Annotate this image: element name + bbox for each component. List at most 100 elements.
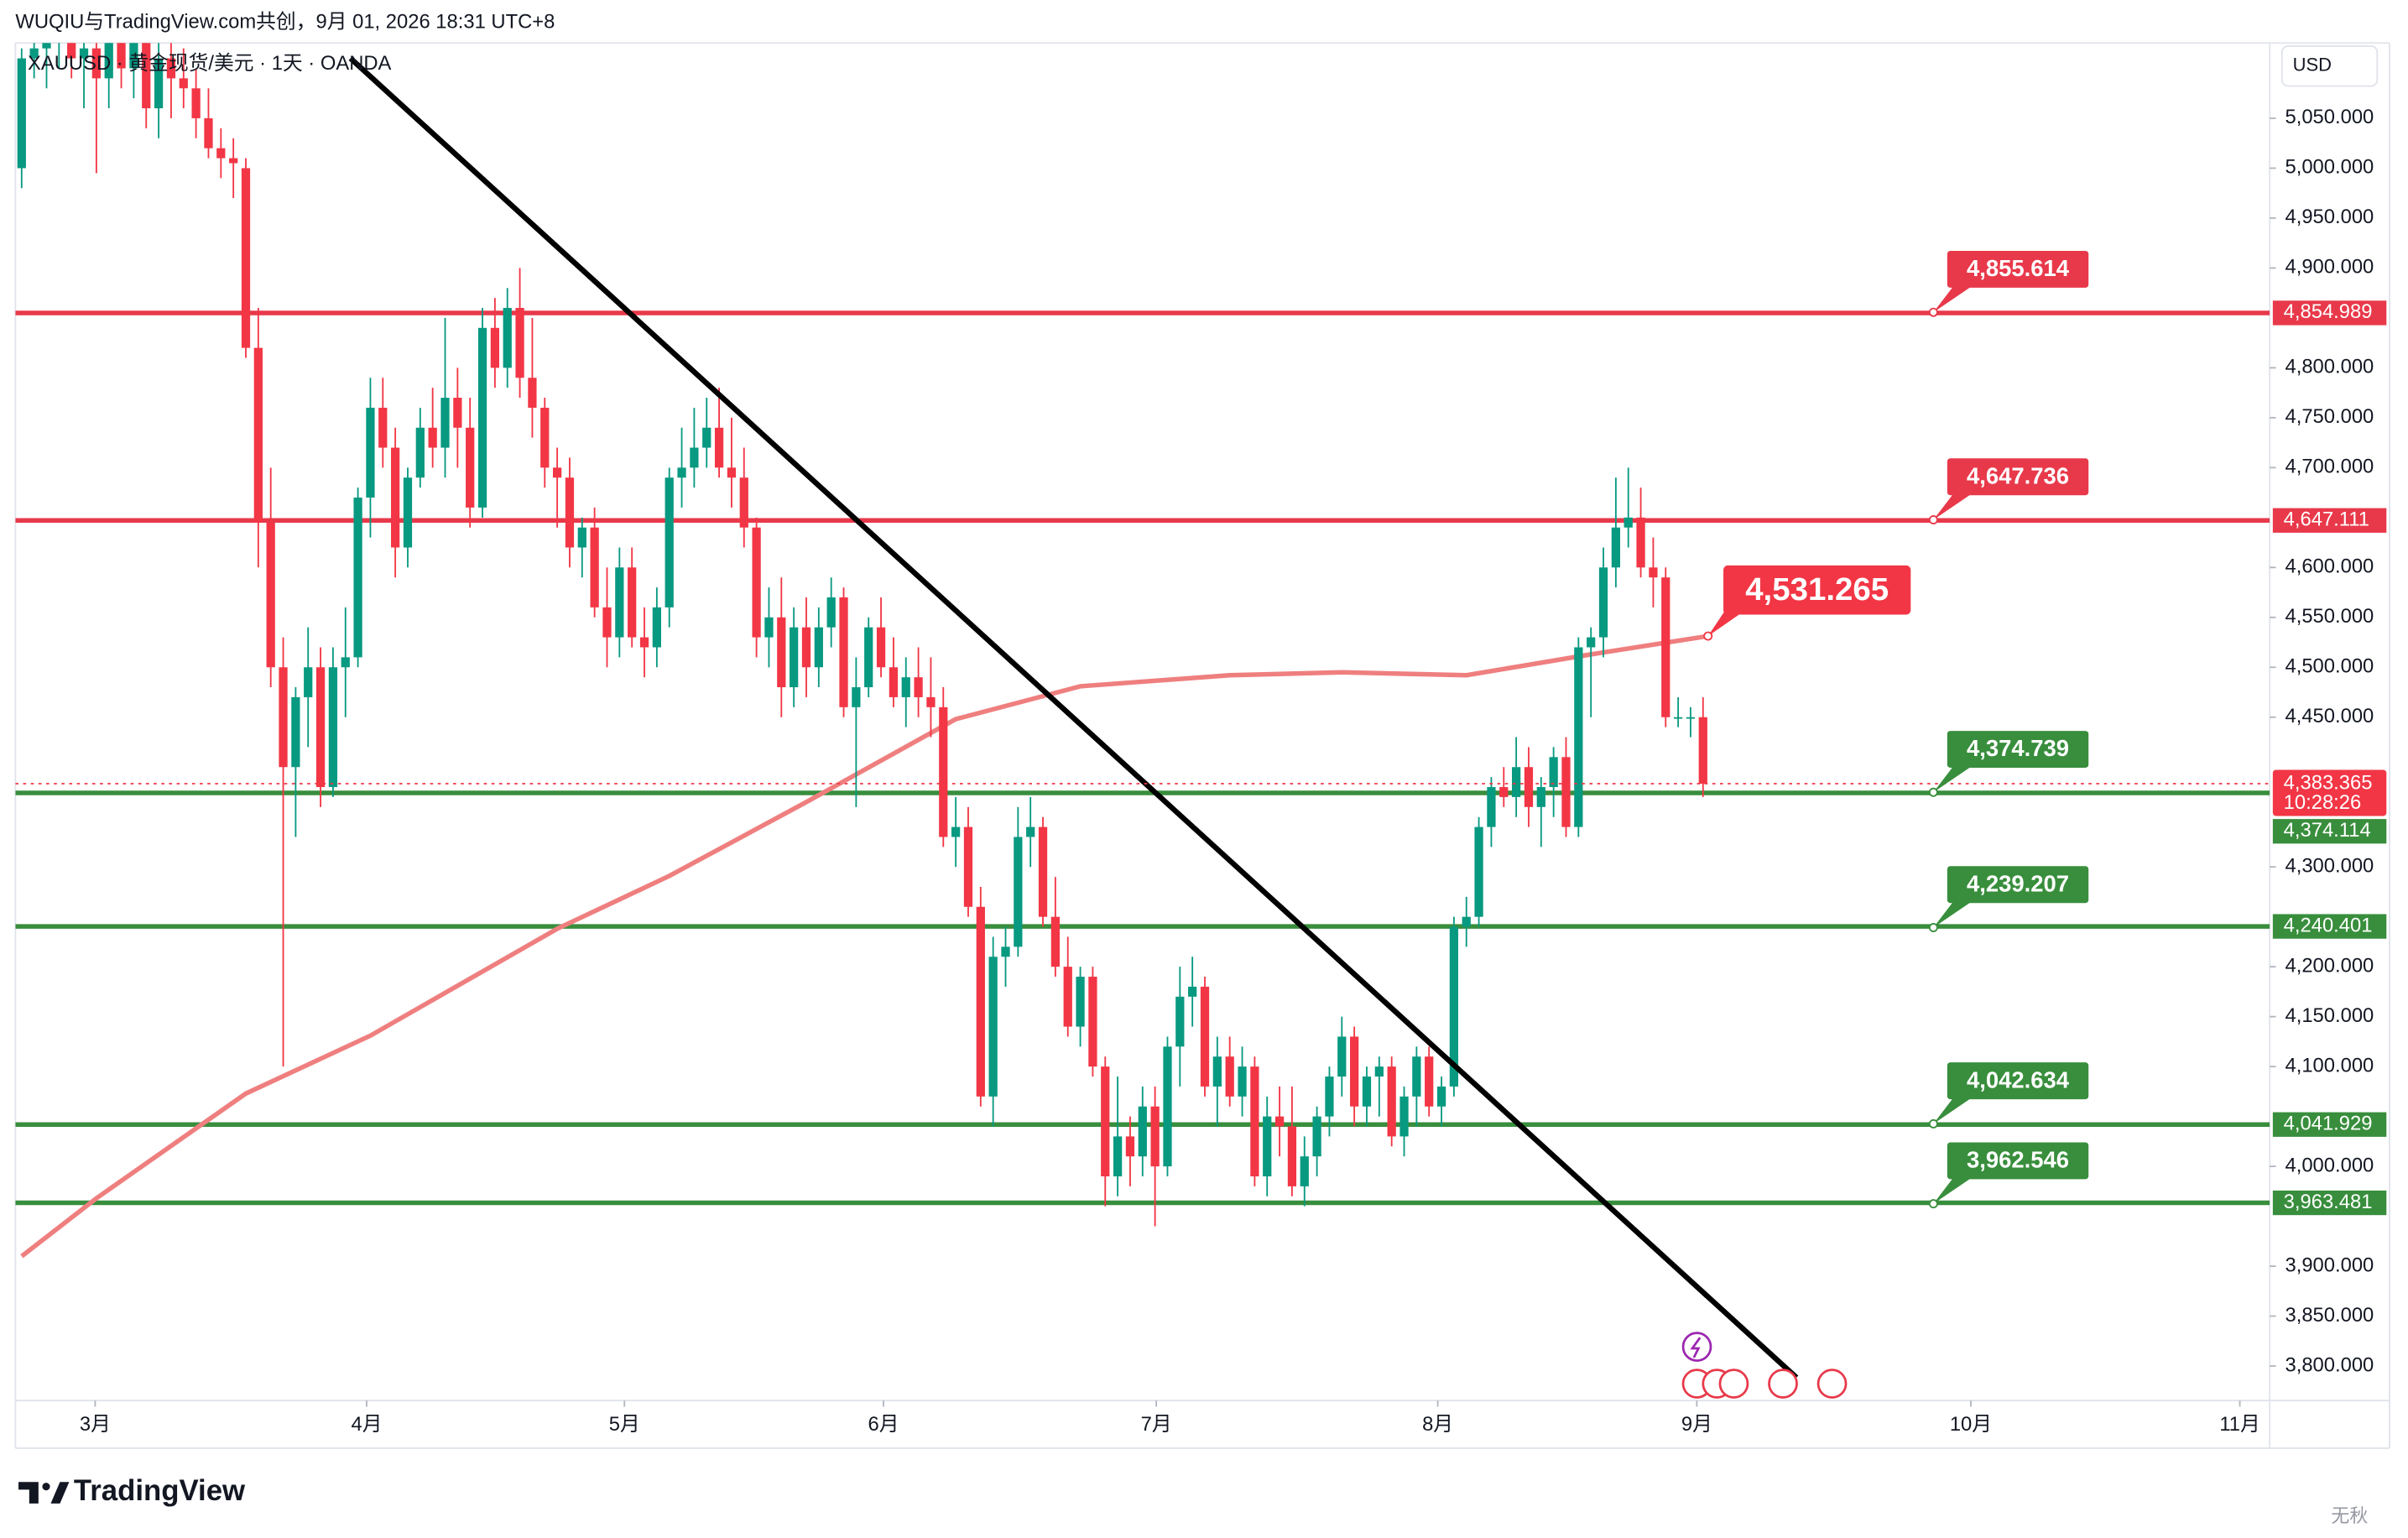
candle-body	[1188, 986, 1197, 997]
x-tick-label: 3月	[80, 1413, 111, 1436]
candle-body	[1649, 567, 1658, 578]
trendline	[348, 56, 1799, 1380]
candle-body	[1101, 1066, 1110, 1176]
candle-body	[939, 706, 948, 837]
candle-body	[29, 48, 39, 59]
candle-body	[540, 407, 550, 468]
candle-body	[1163, 1046, 1172, 1167]
candle-body	[515, 307, 524, 378]
candle-body	[1001, 946, 1010, 957]
level-label-box	[1947, 1062, 2089, 1100]
level-axis-box	[2272, 508, 2387, 533]
candle-body	[477, 327, 487, 508]
candle-body	[951, 826, 961, 837]
y-tick-label: 4,500.000	[2285, 655, 2374, 678]
candle-body	[826, 597, 836, 628]
level-label: 4,374.739	[1967, 735, 2069, 761]
candle-body	[876, 627, 886, 668]
level-label-box	[1947, 866, 2089, 904]
plot-area	[15, 43, 2270, 1380]
candle-body	[67, 43, 76, 59]
y-tick-label: 4,600.000	[2285, 555, 2374, 578]
brand-name: TradingView	[74, 1475, 246, 1507]
watermark: 无秋	[2331, 1505, 2368, 1526]
candle-body	[42, 43, 51, 49]
candle-body	[1200, 986, 1210, 1087]
annotation-anchor	[1703, 631, 1713, 641]
candle-body	[353, 498, 362, 658]
candle-body	[1038, 826, 1048, 917]
candle-body	[315, 667, 326, 788]
level-anchor	[1928, 1118, 1938, 1129]
candle-body	[1412, 1056, 1421, 1097]
y-tick-label: 4,550.000	[2285, 605, 2374, 628]
candle-body	[1088, 977, 1097, 1067]
candle-body	[1325, 1077, 1334, 1117]
level-label-pointer	[1933, 901, 1973, 928]
candle-body	[241, 168, 251, 348]
symbol-info[interactable]: XAUUSD · 黄金现货/美元 · 1天 · OANDA	[28, 52, 392, 75]
candle-body	[1536, 787, 1545, 807]
level-axis-label: 4,240.401	[2284, 914, 2373, 936]
level-axis-box	[2272, 300, 2387, 326]
candle-body	[739, 477, 748, 528]
x-tick-label: 8月	[1422, 1413, 1453, 1436]
candle-body	[814, 627, 823, 668]
candle-body	[341, 657, 350, 668]
candle-body	[1399, 1096, 1409, 1137]
x-tick-label: 4月	[351, 1413, 382, 1436]
candle-body	[1312, 1116, 1321, 1157]
candle-body	[229, 158, 238, 164]
candle-body	[764, 617, 774, 638]
y-tick-label: 5,050.000	[2285, 106, 2374, 128]
candle-body	[1462, 916, 1471, 927]
candle-body	[1138, 1106, 1147, 1157]
candle-body	[378, 407, 388, 448]
candle-body	[727, 467, 737, 478]
level-label: 4,647.736	[1967, 462, 2069, 488]
candle-body	[852, 687, 861, 707]
candle-body	[1487, 787, 1496, 827]
currency-button[interactable]	[2280, 44, 2379, 87]
annotation-label: 4,531.265	[1745, 571, 1889, 607]
level-anchor	[1928, 515, 1938, 524]
annotation-pointer	[1707, 608, 1749, 637]
level-label: 4,239.207	[1967, 870, 2069, 896]
candle-body	[453, 398, 462, 428]
level-anchor	[1928, 1199, 1938, 1209]
candle-body	[166, 58, 176, 79]
overlay: 5,050.000 5,000.000 4,950.000 4,900.000 4,80…	[80, 106, 2387, 1436]
y-tick-label: 4,950.000	[2285, 206, 2374, 228]
candle-body	[790, 627, 799, 688]
candle-body	[1425, 1056, 1434, 1107]
y-tick-label: 4,750.000	[2285, 405, 2374, 428]
x-tick-label: 10月	[1950, 1413, 1992, 1436]
y-tick-label: 4,450.000	[2285, 705, 2374, 727]
candle-body	[1499, 787, 1509, 797]
candle-body	[1175, 996, 1185, 1047]
currency-label[interactable]: USD	[2293, 54, 2332, 75]
level-axis-box	[2272, 1190, 2387, 1216]
last-price-label: 4,383.365	[2284, 771, 2373, 794]
candle-body	[714, 427, 724, 468]
brand-logo	[18, 1482, 70, 1504]
level-axis-label: 4,854.989	[2284, 300, 2373, 323]
level-label-pointer	[1933, 766, 1973, 793]
candle-body	[129, 43, 138, 69]
candle-body	[565, 477, 575, 548]
candle-body	[1374, 1066, 1384, 1077]
level-axis-label: 4,647.111	[2284, 508, 2369, 531]
candle-body	[752, 527, 761, 638]
candle-body	[1598, 567, 1608, 638]
moving-average	[20, 633, 1709, 1259]
candle-body	[1436, 1086, 1446, 1107]
candle-body	[1698, 717, 1707, 785]
candle-body	[552, 467, 562, 478]
candle-body	[104, 43, 113, 79]
level-axis-label: 4,041.929	[2284, 1112, 2373, 1134]
candle-body	[391, 447, 400, 548]
candle-body	[677, 467, 686, 478]
candle-body	[1524, 767, 1534, 807]
candle-body	[1511, 767, 1521, 797]
